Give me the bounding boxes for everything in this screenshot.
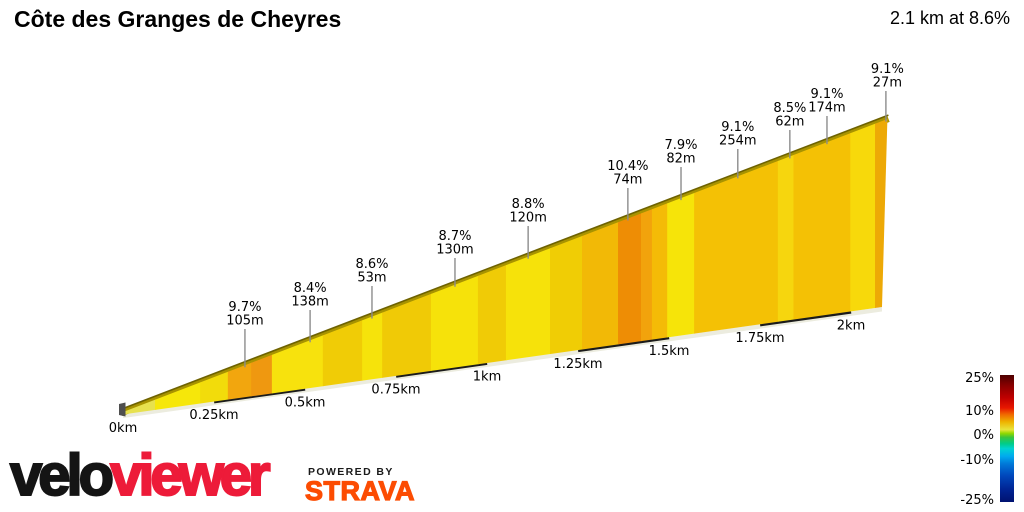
profile-band	[123, 119, 156, 415]
segment-gradient-label: 9.1%	[721, 120, 754, 135]
profile-band	[850, 119, 876, 415]
profile-band	[549, 119, 583, 415]
segment-length-label: 82m	[666, 152, 695, 167]
strava-logo[interactable]: STRAVA	[304, 475, 415, 506]
veloviewer-logo[interactable]: veloviewer	[9, 443, 272, 508]
segment-length-label: 62m	[775, 115, 804, 130]
profile-band	[271, 119, 324, 415]
segment-gradient-label: 8.5%	[773, 101, 806, 116]
segment-length-label: 138m	[291, 295, 328, 310]
segment-length-label: 105m	[226, 314, 263, 329]
x-axis-tick-label: 1km	[473, 370, 501, 385]
x-axis-tick-label: 2km	[837, 318, 865, 333]
segment-gradient-label: 9.1%	[871, 62, 904, 77]
segment-gradient-label: 10.4%	[607, 159, 648, 174]
segment-length-label: 74m	[613, 173, 642, 188]
profile-band	[694, 119, 779, 415]
powered-by-label: POWERED BY	[308, 466, 394, 478]
segment-gradient-label: 8.8%	[512, 197, 545, 212]
x-axis-tick-label: 1.5km	[649, 344, 690, 359]
page-title: Côte des Granges de Cheyres	[14, 6, 342, 32]
segment-gradient-label: 8.6%	[355, 257, 388, 272]
profile-start-tip	[119, 402, 126, 417]
segment-gradient-label: 9.7%	[228, 300, 261, 315]
segment-gradient-label: 8.4%	[294, 281, 327, 296]
profile-band	[618, 119, 642, 415]
road-edge-top-line	[120, 114, 889, 411]
profile-band	[582, 119, 619, 415]
segment-gradient-label: 8.7%	[438, 229, 471, 244]
profile-band	[227, 119, 252, 415]
x-axis-tick-label: 1.75km	[735, 331, 784, 346]
profile-band	[505, 119, 551, 415]
x-axis-tick-label: 0.75km	[371, 383, 420, 398]
x-axis-tick-label: 1.25km	[553, 357, 602, 372]
segment-length-label: 27m	[873, 76, 902, 91]
segment-length-label: 120m	[509, 211, 546, 226]
segment-length-label: 130m	[436, 243, 473, 258]
baseline-strip	[123, 307, 882, 418]
segment-gradient-label: 9.1%	[810, 87, 843, 102]
segment-length-label: 53m	[357, 271, 386, 286]
x-axis-tick-label: 0km	[109, 421, 137, 436]
segment-length-label: 254m	[719, 134, 756, 149]
segment-gradient-label: 7.9%	[664, 138, 697, 153]
x-axis-tick-label: 0.25km	[189, 408, 238, 423]
veloviewer-logo-velo: velo	[9, 443, 115, 508]
segment-length-label: 174m	[808, 101, 845, 116]
profile-band	[251, 119, 273, 415]
veloviewer-logo-viewer: viewer	[109, 443, 272, 508]
profile-band	[777, 119, 795, 415]
x-axis-tick-label: 0.5km	[285, 395, 326, 410]
profile-band	[640, 119, 653, 415]
profile-band	[875, 119, 888, 415]
climb-summary: 2.1 km at 8.6%	[889, 8, 1010, 28]
